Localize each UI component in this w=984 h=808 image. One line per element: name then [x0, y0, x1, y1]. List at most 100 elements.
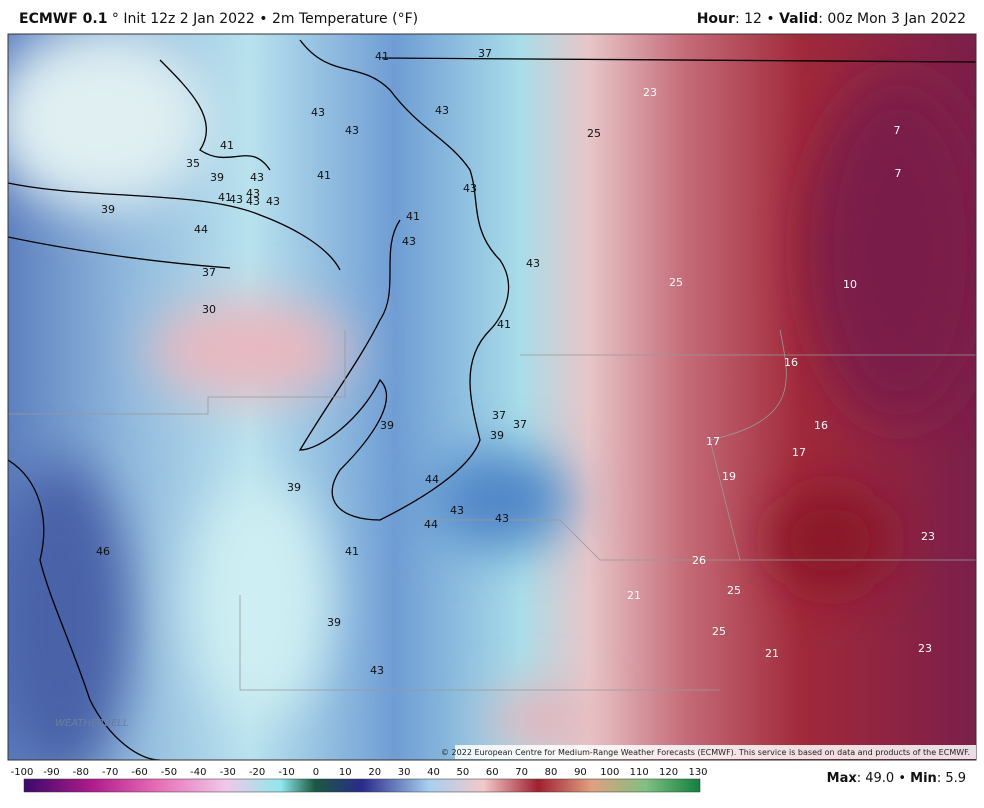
- temperature-label: 43: [229, 193, 243, 206]
- temperature-label: 44: [425, 473, 439, 486]
- temperature-label: 16: [784, 356, 798, 369]
- copyright-bg: [455, 745, 976, 759]
- colorbar-tick-label: 110: [630, 767, 649, 778]
- temperature-label: 30: [202, 303, 216, 316]
- header-right: Hour: 12 • Valid: 00z Mon 3 Jan 2022: [697, 11, 966, 27]
- colorbar-tick-label: 100: [600, 767, 619, 778]
- temperature-label: 37: [202, 266, 216, 279]
- min-label: Min: [910, 771, 937, 786]
- colorbar-tick-label: -30: [220, 767, 236, 778]
- temperature-label: 37: [478, 47, 492, 60]
- colorbar-tick-label: -80: [73, 767, 89, 778]
- temperature-label: 25: [587, 127, 601, 140]
- temperature-label: 7: [894, 124, 901, 137]
- temperature-label: 21: [765, 647, 779, 660]
- max-value: : 49.0 •: [856, 771, 907, 786]
- colorbar-tick-label: 20: [368, 767, 381, 778]
- min-value: : 5.9: [936, 771, 966, 786]
- temperature-label: 25: [712, 625, 726, 638]
- hour-value: : 12 •: [734, 11, 775, 27]
- colorbar-tick-label: -10: [278, 767, 294, 778]
- temperature-label: 19: [722, 470, 736, 483]
- temperature-label: 41: [345, 545, 359, 558]
- temperature-label: 25: [727, 584, 741, 597]
- temperature-label: 41: [218, 191, 232, 204]
- temperature-label: 43: [345, 124, 359, 137]
- temperature-label: 23: [643, 86, 657, 99]
- map-frame: [7, 33, 977, 761]
- temperature-label: 43: [370, 664, 384, 677]
- coastline: [8, 39, 976, 760]
- colorbar-tick-label: 120: [659, 767, 678, 778]
- temperature-label: 43: [402, 235, 416, 248]
- temperature-label: 35: [186, 157, 200, 170]
- temperature-label: 10: [843, 278, 857, 291]
- colorbar-tick-label: 10: [339, 767, 352, 778]
- map-field: [8, 34, 976, 760]
- temperature-label: 41: [497, 318, 511, 331]
- temperature-label: 43: [246, 187, 260, 200]
- colorbar-tick-label: 0: [313, 767, 319, 778]
- max-label: Max: [826, 771, 857, 786]
- temperature-label: 41: [317, 169, 331, 182]
- temperature-label: 7: [895, 167, 902, 180]
- colorbar-tick-label: 80: [545, 767, 558, 778]
- temperature-label: 39: [490, 429, 504, 442]
- colorbar-tick-label: 60: [486, 767, 499, 778]
- temperature-label: 41: [220, 139, 234, 152]
- temperature-label: 37: [513, 418, 527, 431]
- temperature-label: 43: [435, 104, 449, 117]
- temperature-label: 16: [814, 419, 828, 432]
- temperature-label: 39: [210, 171, 224, 184]
- model: ECMWF 0.1: [19, 11, 108, 27]
- temperature-label: 23: [918, 642, 932, 655]
- temperature-label: 17: [792, 446, 806, 459]
- colorbar-tick-label: -60: [131, 767, 147, 778]
- temperature-label: 17: [706, 435, 720, 448]
- temperature-label: 43: [495, 512, 509, 525]
- temperature-label: 44: [194, 223, 208, 236]
- copyright: © 2022 European Centre for Medium-Range …: [441, 748, 970, 757]
- temperature-label: 39: [287, 481, 301, 494]
- temperature-label: 41: [406, 210, 420, 223]
- colorbar-tick-label: -100: [11, 767, 34, 778]
- temperature-label: 21: [627, 589, 641, 602]
- footer: Max: 49.0 • Min: 5.9: [827, 771, 966, 786]
- colorbar-tick-label: 90: [574, 767, 587, 778]
- colorbar-tick-label: 70: [515, 767, 528, 778]
- temperature-label: 26: [692, 554, 706, 567]
- temperature-label: 43: [266, 195, 280, 208]
- borders: [8, 329, 976, 691]
- colorbar: [23, 778, 701, 793]
- temperature-label: 43: [463, 182, 477, 195]
- colorbar-tick-label: 30: [398, 767, 411, 778]
- temperature-label: 43: [450, 504, 464, 517]
- temperature-label: 43: [526, 257, 540, 270]
- temperature-label: 46: [96, 545, 110, 558]
- temperature-label: 43: [311, 106, 325, 119]
- temperature-label: 39: [101, 203, 115, 216]
- colorbar-tick-label: -20: [249, 767, 265, 778]
- logo: WEATHERBELL: [55, 718, 129, 729]
- temperature-label: 43: [250, 171, 264, 184]
- colorbar-tick-label: 130: [688, 767, 707, 778]
- temperature-label: 41: [375, 50, 389, 63]
- temperature-label: 44: [424, 518, 438, 531]
- temperature-label: 39: [327, 616, 341, 629]
- valid-label: Valid: [779, 11, 819, 27]
- colorbar-tick-label: -90: [43, 767, 59, 778]
- colorbar-tick-label: -50: [161, 767, 177, 778]
- valid-value: : 00z Mon 3 Jan 2022: [818, 11, 966, 27]
- temperature-label: 39: [380, 419, 394, 432]
- colorbar-tick-label: -40: [190, 767, 206, 778]
- description: ° Init 12z 2 Jan 2022 • 2m Temperature (…: [111, 11, 419, 27]
- hour-label: Hour: [696, 11, 735, 27]
- temperature-label: 23: [921, 530, 935, 543]
- header-left: ECMWF 0.1 ° Init 12z 2 Jan 2022 • 2m Tem…: [19, 11, 418, 27]
- temperature-label: 37: [492, 409, 506, 422]
- colorbar-tick-label: -70: [102, 767, 118, 778]
- colorbar-tick-label: 40: [427, 767, 440, 778]
- colorbar-tick-label: 50: [457, 767, 470, 778]
